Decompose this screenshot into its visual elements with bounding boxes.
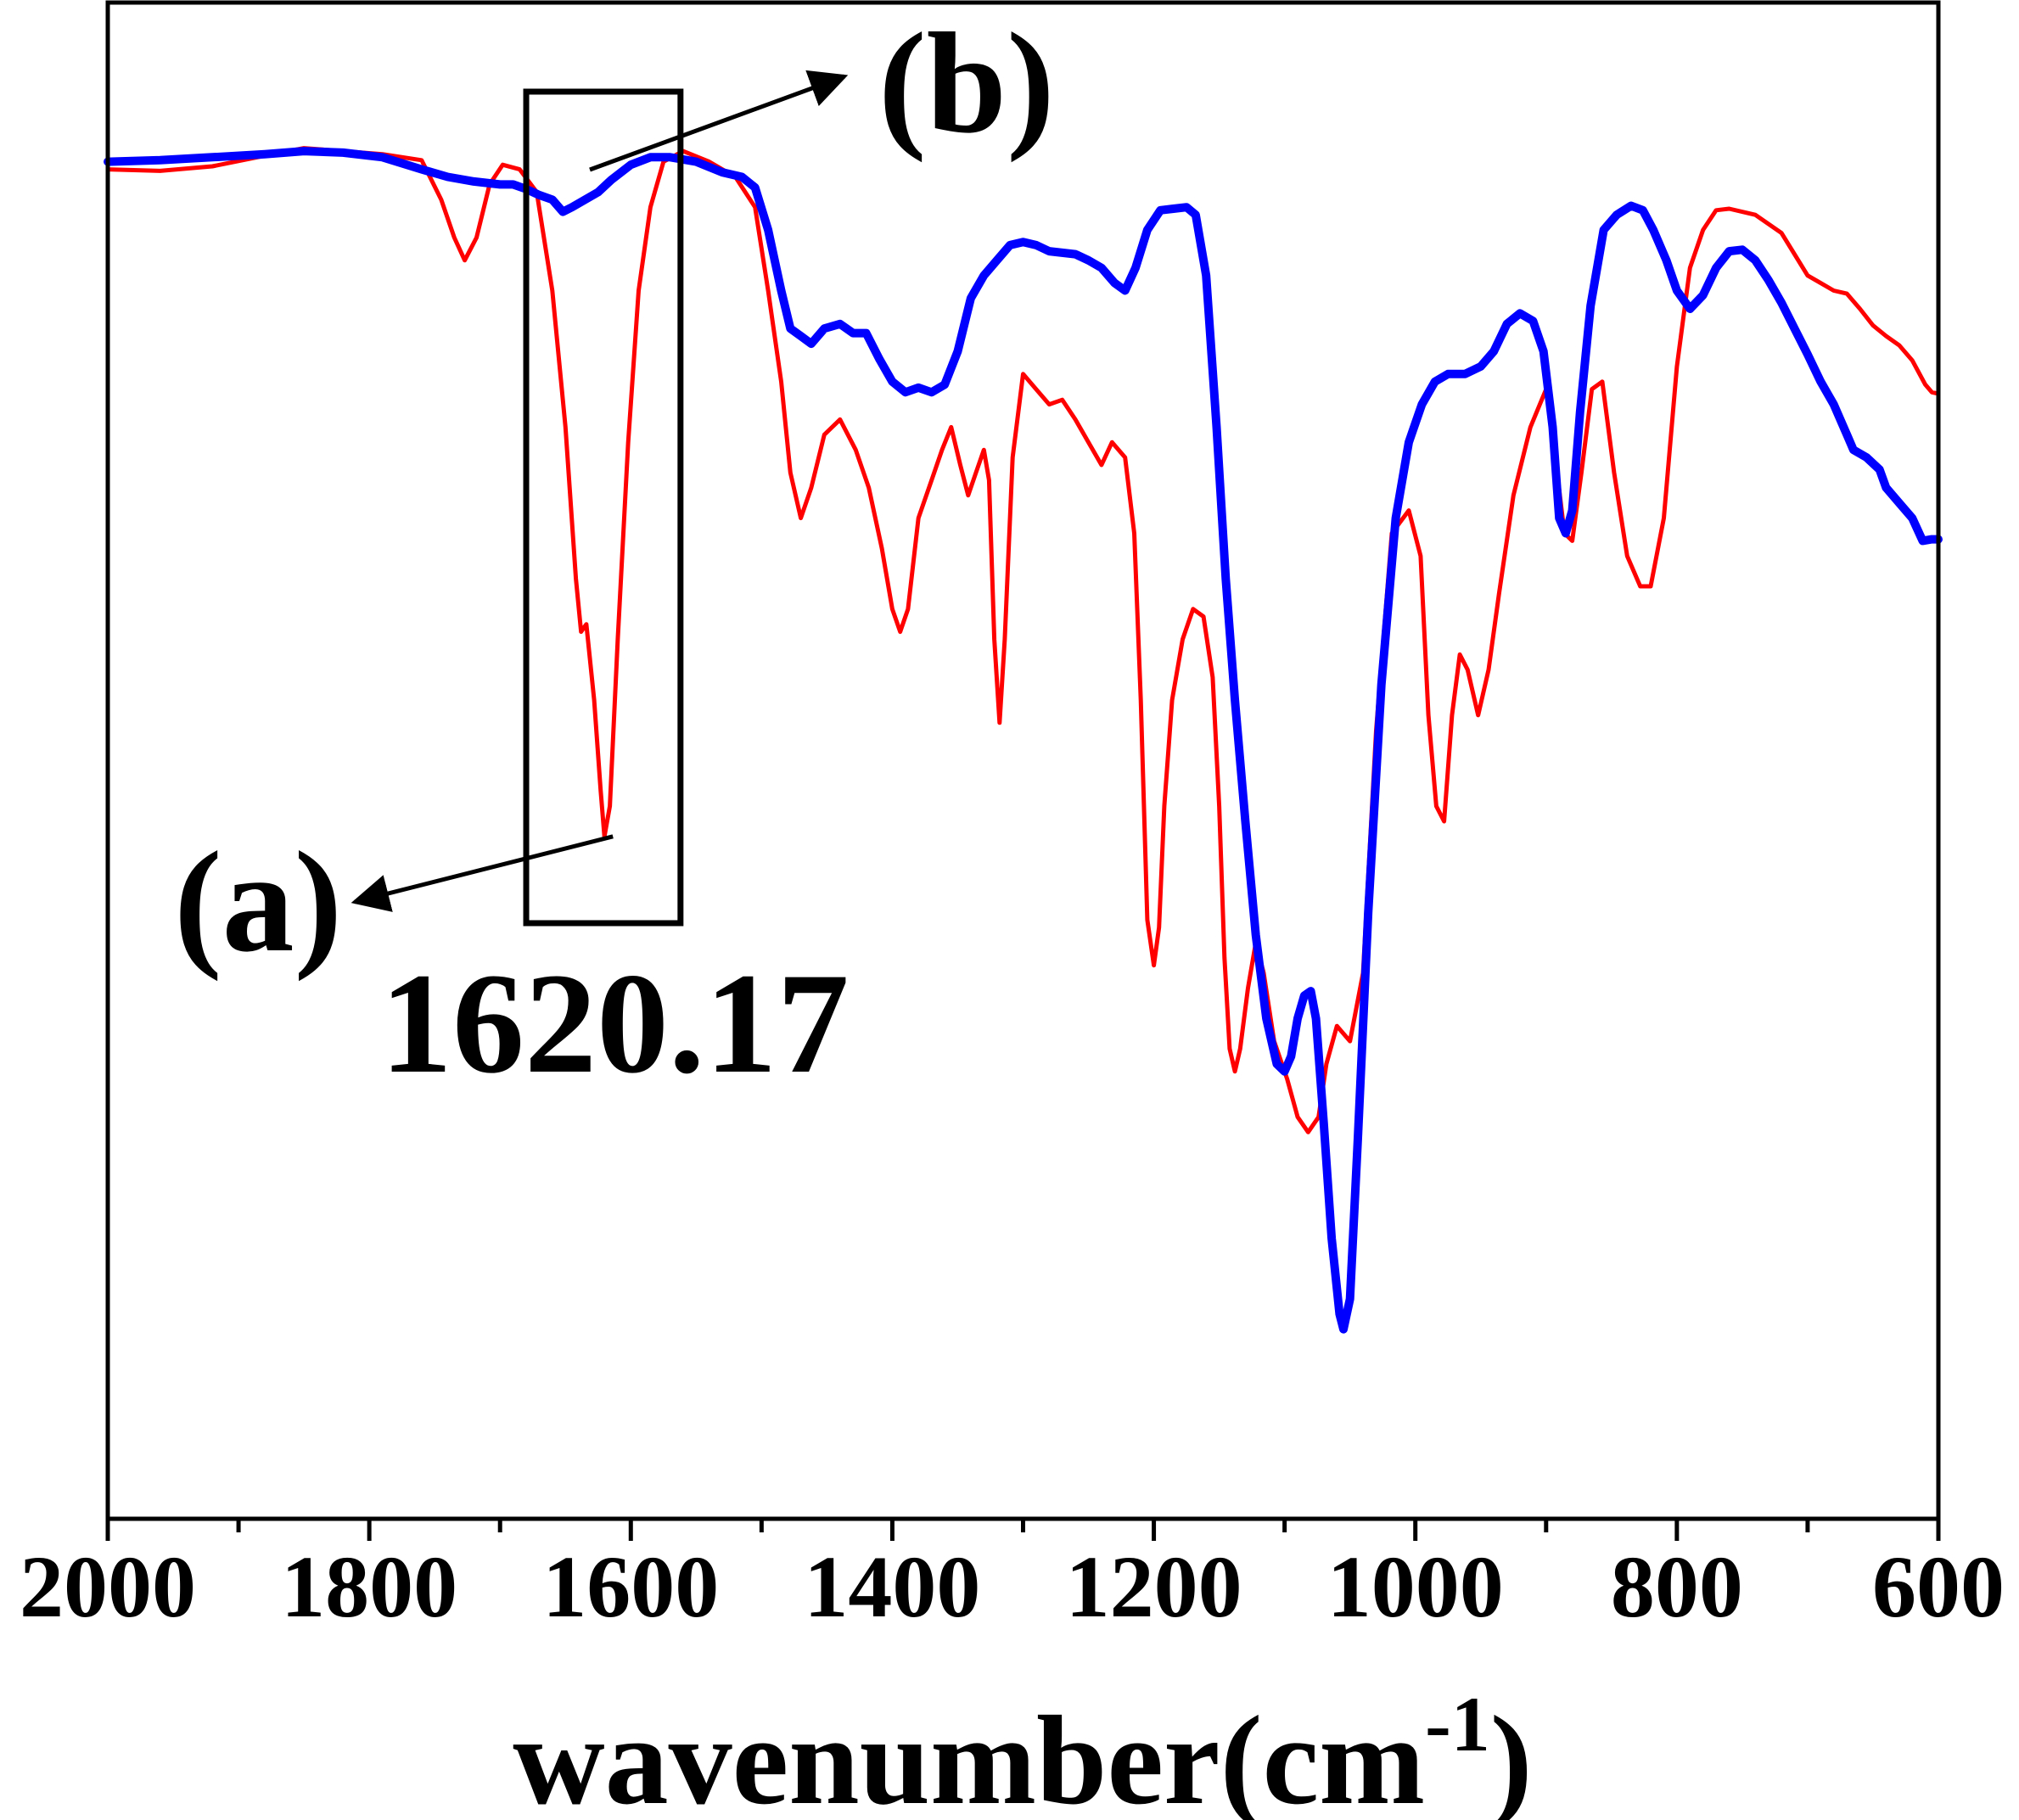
x-axis-label-close: ) [1490,1690,1533,1820]
arrow-to-label-a [351,834,614,912]
x-axis-label-main: wavenumber(cm [513,1690,1425,1820]
x-tick-label-1000: 1000 [1327,1538,1504,1636]
annotations: (a) (b) 1620.17 [174,3,1055,1103]
x-tick-label-2000: 2000 [20,1538,196,1636]
plot-frame [105,0,1941,1521]
x-tick-label-600: 600 [1872,1538,2005,1636]
series-line-a [105,146,1941,1134]
x-tick-label-800: 800 [1611,1538,1743,1636]
series-label-b: (b) [878,3,1055,163]
x-axis-label: wavenumber(cm-1) [513,1681,1532,1820]
x-tick-label-1600: 1600 [542,1538,719,1636]
series-line-b [104,147,1943,1334]
series-layer [104,146,1943,1334]
x-tick-label-1200: 1200 [1066,1538,1242,1636]
x-tick-label-1800: 1800 [281,1538,457,1636]
highlight-box [523,88,684,927]
series-label-a: (a) [174,822,342,982]
arrow-to-label-b [589,70,849,172]
x-tick-label-1400: 1400 [804,1538,980,1636]
x-axis-label-sup: -1 [1425,1681,1490,1767]
x-tick-labels: 2000 1800 1600 1400 1200 1000 800 600 [20,1538,2005,1636]
peak-wavenumber-label: 1620.17 [380,944,850,1103]
x-ticks [105,1519,1941,1541]
